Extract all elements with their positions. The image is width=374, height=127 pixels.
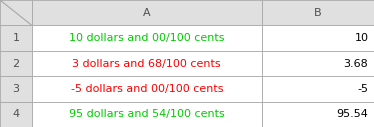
- Bar: [32, 0, 262, 25]
- Bar: [0, 25, 32, 51]
- Text: 4: 4: [12, 109, 19, 119]
- Bar: [262, 102, 374, 127]
- Bar: [0, 0, 32, 25]
- Bar: [32, 76, 262, 102]
- Bar: [0, 102, 32, 127]
- Text: 3: 3: [12, 84, 19, 94]
- Bar: [262, 51, 374, 76]
- Bar: [262, 25, 374, 51]
- Bar: [262, 0, 374, 25]
- Text: 3 dollars and 68/100 cents: 3 dollars and 68/100 cents: [73, 59, 221, 68]
- Text: 3.68: 3.68: [344, 59, 368, 68]
- Bar: [262, 76, 374, 102]
- Text: 1: 1: [12, 33, 19, 43]
- Text: -5 dollars and 00/100 cents: -5 dollars and 00/100 cents: [71, 84, 223, 94]
- Text: B: B: [314, 8, 322, 18]
- Text: A: A: [143, 8, 151, 18]
- Bar: [32, 25, 262, 51]
- Bar: [32, 51, 262, 76]
- Bar: [32, 102, 262, 127]
- Text: -5: -5: [358, 84, 368, 94]
- Text: 2: 2: [12, 59, 19, 68]
- Text: 95 dollars and 54/100 cents: 95 dollars and 54/100 cents: [69, 109, 225, 119]
- Text: 95.54: 95.54: [337, 109, 368, 119]
- Bar: [0, 51, 32, 76]
- Bar: [0, 76, 32, 102]
- Text: 10 dollars and 00/100 cents: 10 dollars and 00/100 cents: [69, 33, 224, 43]
- Text: 10: 10: [355, 33, 368, 43]
